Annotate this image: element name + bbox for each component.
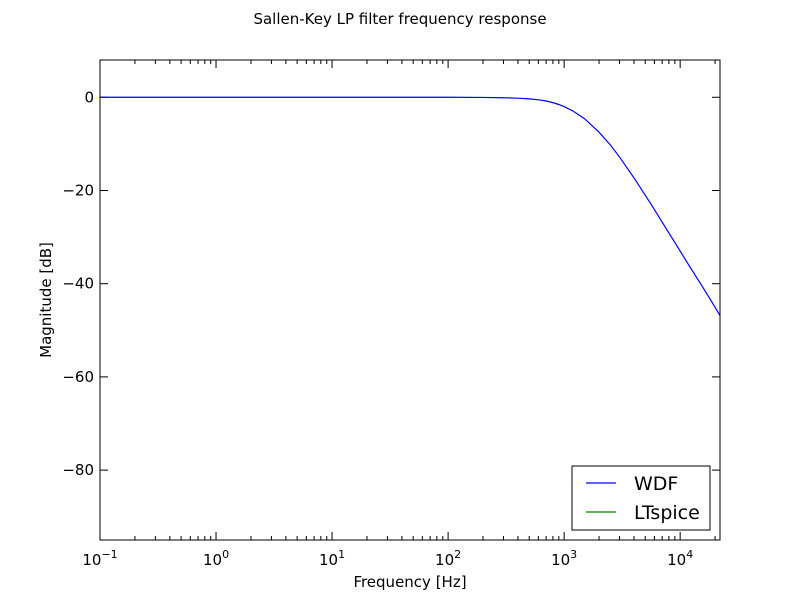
plot-area [99,59,721,541]
x-tick-label: 101 [319,548,345,569]
x-tick-label: 102 [435,548,461,569]
series-layer [100,96,721,316]
y-tick-label: −60 [62,368,94,386]
x-tick-label: 104 [667,548,693,569]
y-axis-title: Magnitude [dB] [37,242,55,358]
x-axis-title: Frequency [Hz] [353,573,466,591]
legend-label-wdf: WDF [634,473,678,495]
y-tick-label: −20 [62,181,94,199]
series-line-wdf [100,96,721,316]
x-tick-label: 103 [551,548,577,569]
legend: WDF LTspice [571,465,711,531]
x-tick-label: 100 [203,548,229,569]
x-tick-label: 10−1 [82,548,117,569]
legend-box [571,465,711,531]
chart-title: Sallen-Key LP filter frequency response [253,10,546,28]
tick-layer: 10−1 100 101 102 103 104 0 −20 −40 −60 −80 [62,60,720,569]
y-tick-label: −80 [62,461,94,479]
y-tick-label: 0 [84,88,94,106]
legend-label-ltspice: LTspice [634,502,700,524]
y-tick-label: −40 [62,275,94,293]
